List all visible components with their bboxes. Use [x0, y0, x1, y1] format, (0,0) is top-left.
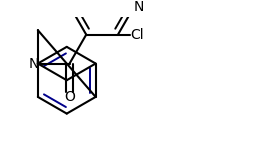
Text: N: N: [134, 0, 144, 14]
Text: N: N: [28, 56, 39, 71]
Text: Cl: Cl: [130, 28, 144, 42]
Text: O: O: [64, 90, 75, 104]
